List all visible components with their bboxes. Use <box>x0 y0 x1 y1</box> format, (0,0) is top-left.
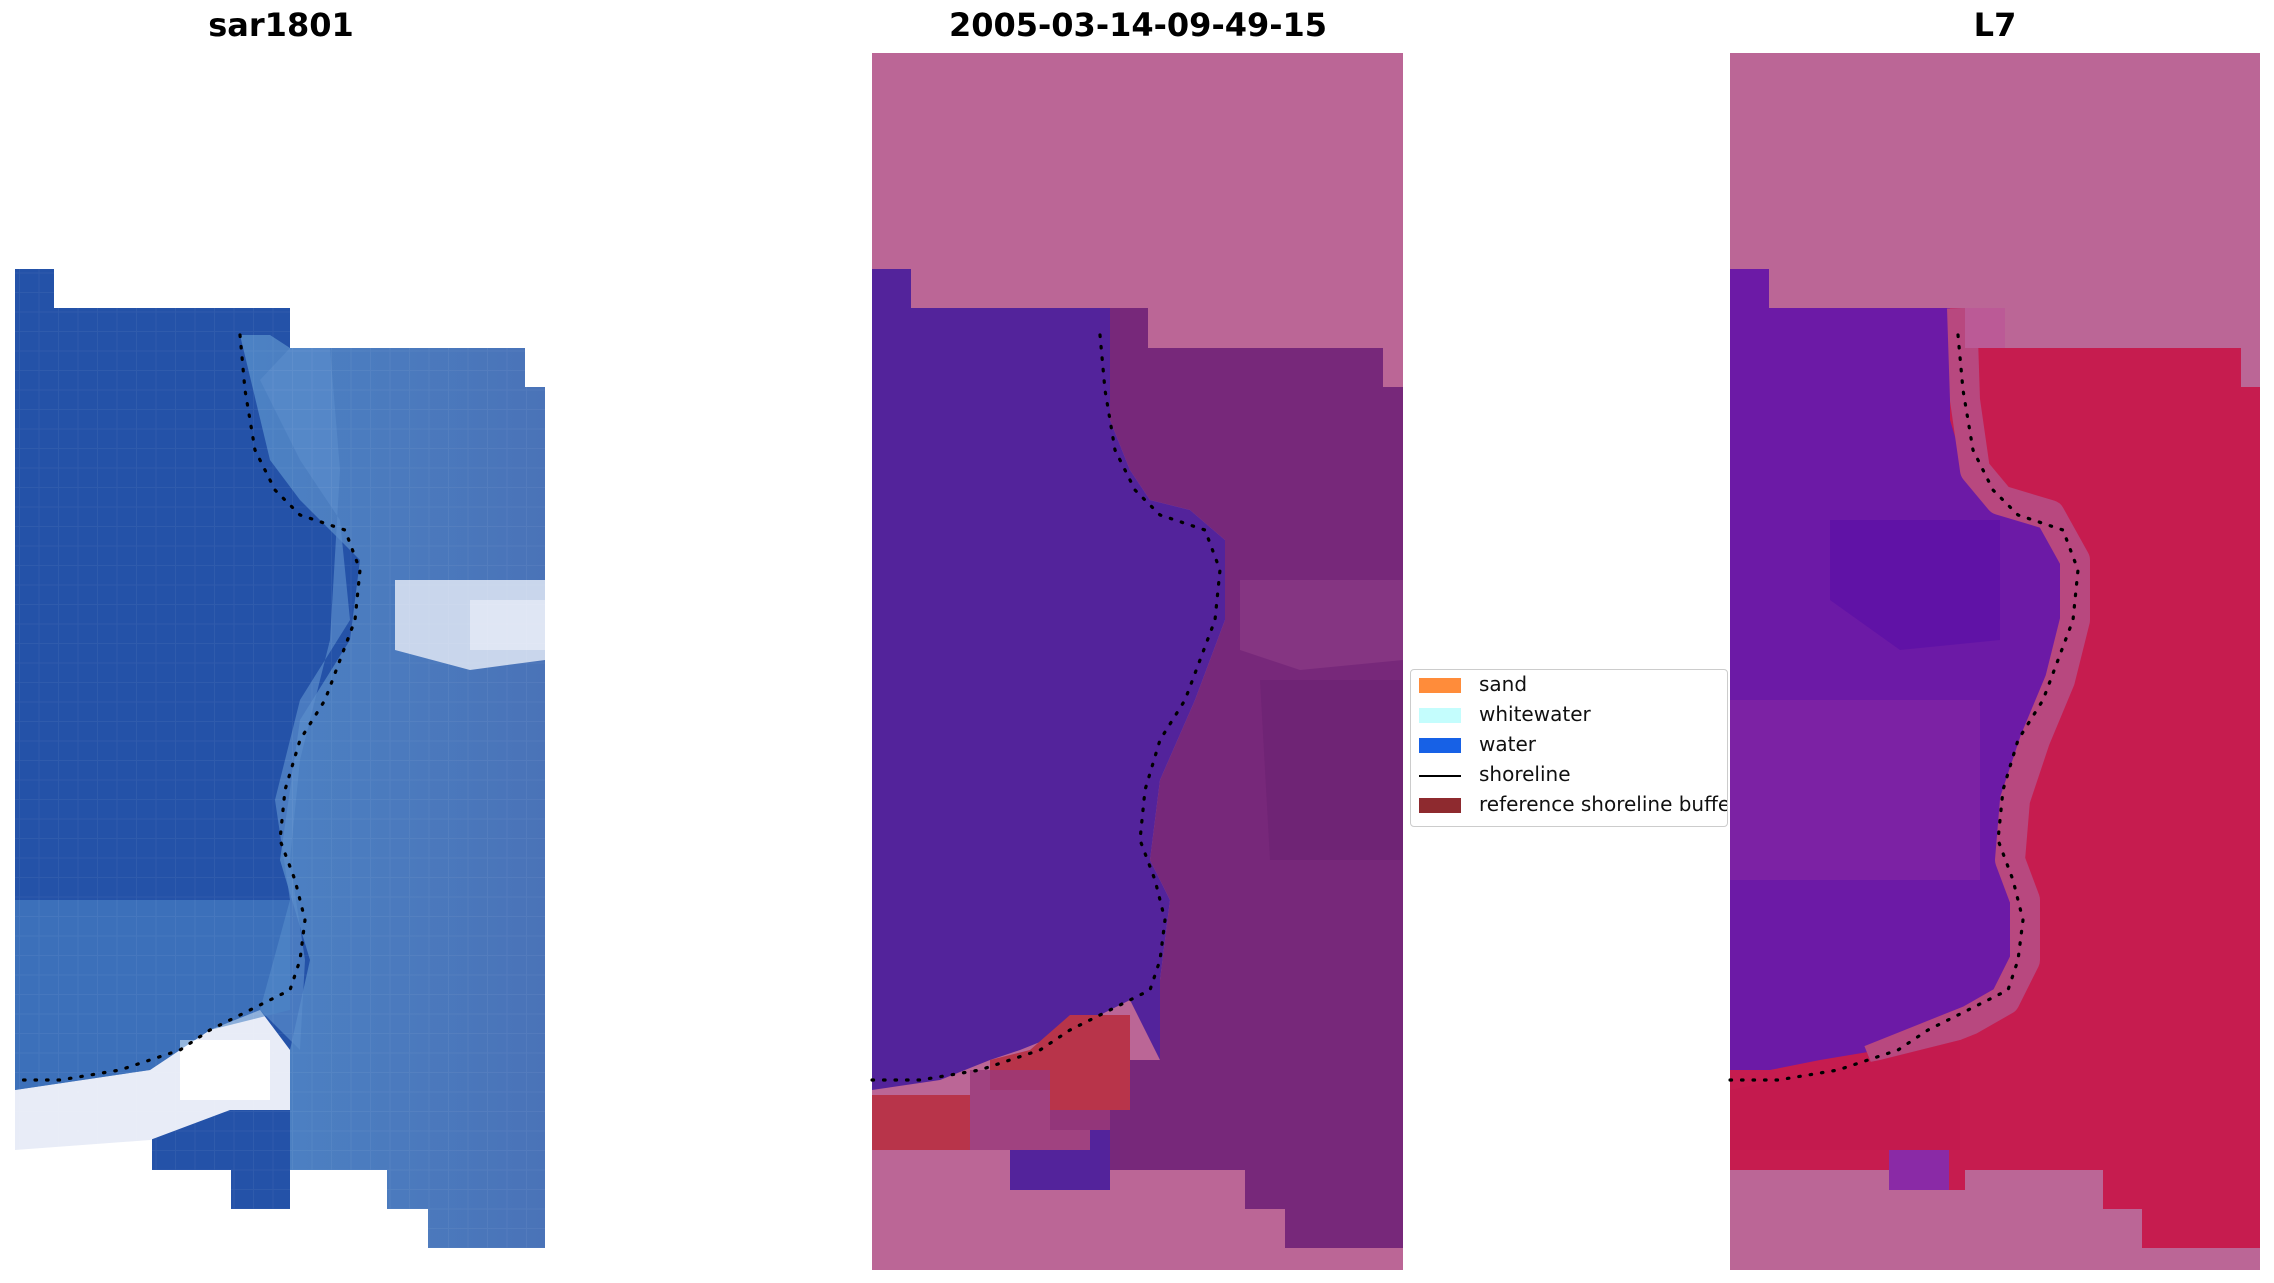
legend-label-sand: sand <box>1479 672 1528 696</box>
legend-label-shoreline: shoreline <box>1479 762 1571 786</box>
nodata-mask-top <box>872 53 1403 387</box>
legend-label-whitewater: whitewater <box>1479 702 1591 726</box>
index-image <box>1730 53 2260 1270</box>
shoreline-rgb <box>13 333 362 1082</box>
legend-item-water: water <box>1411 730 1727 760</box>
legend-item-reference-buffer: reference shoreline buffer <box>1411 790 1727 820</box>
legend: sand whitewater water shoreline referenc… <box>1410 669 1728 827</box>
legend-item-shoreline: shoreline <box>1411 760 1727 790</box>
nodata-mask-index-bottom <box>1730 1170 2142 1270</box>
panel-title-classification: 2005-03-14-09-49-15 <box>948 6 1328 44</box>
index-buffer-column <box>1965 308 2005 348</box>
legend-swatch-reference-buffer <box>1419 798 1461 813</box>
nodata-mask-bottom <box>872 1170 1285 1270</box>
water-class-region <box>872 269 1225 1090</box>
legend-item-whitewater: whitewater <box>1411 700 1727 730</box>
legend-item-sand: sand <box>1411 670 1727 700</box>
rgb-image <box>15 269 545 1248</box>
legend-swatch-whitewater <box>1419 708 1461 723</box>
index-high-band-south <box>1730 1040 1960 1150</box>
panel-title-rgb: sar1801 <box>208 6 354 44</box>
index-low-deep <box>1830 520 2000 650</box>
water-class-pocket-tail <box>1090 1130 1110 1160</box>
classification-image <box>872 53 1403 1270</box>
land-class-dark <box>1260 680 1403 860</box>
buffer-transition <box>970 1070 1110 1150</box>
shoreline-classification <box>870 333 1222 1082</box>
legend-label-water: water <box>1479 732 1536 756</box>
index-low-light <box>1730 700 1980 880</box>
legend-line-shoreline <box>1419 775 1461 777</box>
land-class-region <box>1050 308 1403 1248</box>
nodata-mask-index-top <box>1730 53 2260 387</box>
shoreline-index <box>1728 333 2080 1082</box>
panel-title-index: L7 <box>1973 6 2017 44</box>
legend-label-reference-buffer: reference shoreline buffer <box>1479 792 1728 816</box>
reference-buffer-region-west <box>872 1095 970 1150</box>
legend-swatch-water <box>1419 738 1461 753</box>
land-class-light <box>1240 580 1403 670</box>
index-low-pocket <box>1889 1150 1949 1190</box>
legend-swatch-sand <box>1419 678 1461 693</box>
rgb-pixel-grid <box>15 269 545 1248</box>
